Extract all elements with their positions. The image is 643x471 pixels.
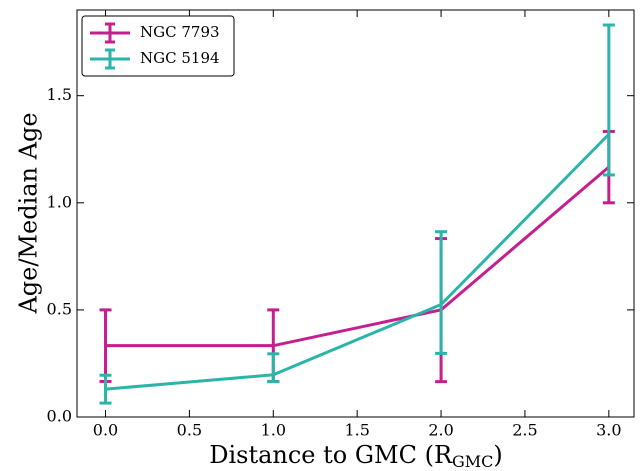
error-bar	[435, 230, 448, 355]
x-axis-label-end: )	[493, 441, 502, 469]
legend-label: NGC 7793	[140, 23, 220, 41]
x-tick-label: 2.0	[428, 421, 453, 440]
series-line	[105, 133, 610, 391]
y-tick-label: 0.0	[47, 407, 72, 426]
error-bar	[99, 373, 112, 405]
y-axis-label: Age/Median Age	[15, 112, 43, 314]
x-tick-label: 0.5	[177, 421, 202, 440]
error-bar	[602, 23, 615, 177]
x-axis-label: Distance to GMC (RGMC)	[209, 441, 503, 471]
legend-label: NGC 5194	[140, 49, 220, 67]
y-tick-label: 1.5	[47, 85, 72, 104]
y-tick-label: 1.0	[47, 192, 72, 211]
x-tick-label: 1.5	[344, 421, 369, 440]
x-tick-label: 2.5	[512, 421, 537, 440]
x-axis-label-main: Distance to GMC (R	[209, 441, 453, 469]
y-tick-label: 0.5	[47, 299, 72, 318]
plot-frame	[76, 9, 635, 418]
legend-box	[81, 15, 235, 77]
x-axis-label-sub: GMC	[452, 452, 493, 471]
error-bar	[267, 352, 280, 384]
x-tick-label: 1.0	[261, 421, 286, 440]
x-tick-label: 3.0	[596, 421, 621, 440]
series-line	[105, 165, 610, 348]
x-tick-label: 0.0	[93, 421, 118, 440]
